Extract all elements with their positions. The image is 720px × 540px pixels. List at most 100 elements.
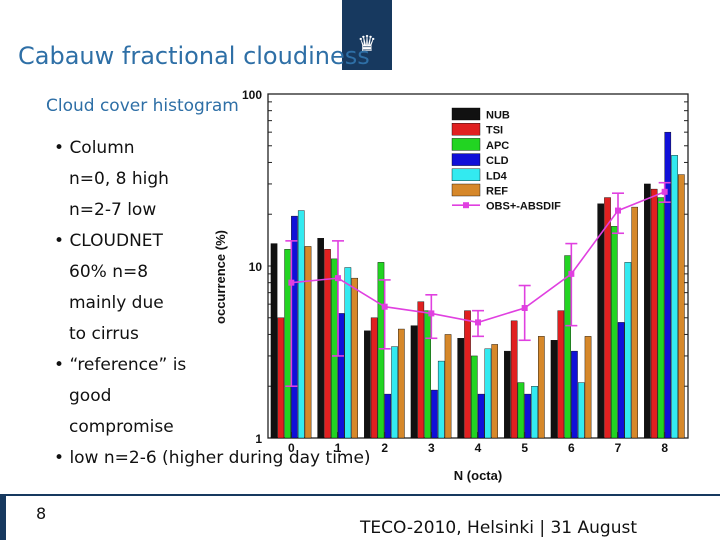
bar — [364, 330, 371, 439]
bullet-text: low n=2-6 (higher during day time) — [69, 448, 371, 468]
bullet-item: • Column — [54, 138, 135, 158]
legend-swatch — [451, 153, 481, 166]
bullet-text: CLOUDNET — [69, 231, 163, 251]
bar — [277, 317, 285, 439]
x-tick-label: 0 — [288, 441, 295, 455]
bar — [664, 131, 672, 439]
bullet-text: “reference” is — [69, 355, 187, 375]
footer-accent — [0, 494, 6, 540]
y-tick-label: 1 — [255, 432, 262, 446]
bar — [644, 183, 651, 439]
bar — [431, 389, 438, 439]
bullet-text: mainly due — [69, 293, 164, 313]
bar — [510, 320, 518, 439]
bar — [531, 386, 538, 439]
bullet-marker: • — [54, 355, 70, 375]
bar — [577, 382, 585, 439]
bullet-item: compromise — [69, 417, 174, 437]
bar — [337, 313, 345, 439]
bullet-item: 60% n=8 — [69, 262, 148, 282]
legend-label: APC — [486, 140, 509, 152]
bar — [270, 243, 278, 439]
legend-label: CLD — [486, 155, 509, 167]
bar — [417, 301, 425, 439]
bullet-item: mainly due — [69, 293, 164, 313]
bar — [617, 322, 625, 439]
bar — [370, 317, 378, 439]
bar — [284, 249, 291, 439]
crest-logo — [342, 0, 392, 70]
bar — [444, 334, 452, 439]
bar — [437, 360, 445, 439]
bullet-text: n=2-7 low — [69, 200, 157, 220]
legend-swatch — [451, 107, 481, 121]
obs-point — [288, 279, 295, 286]
y-tick-label: 10 — [249, 260, 263, 274]
crown-icon: ♛ — [357, 32, 377, 57]
bullet-item: n=0, 8 high — [69, 169, 169, 189]
y-axis-label: occurrence (%) — [213, 230, 228, 324]
bullet-marker: • — [54, 448, 70, 468]
bullet-item: • “reference” is — [54, 355, 186, 375]
bar — [464, 310, 471, 439]
x-tick-label: 3 — [428, 441, 435, 455]
bar — [524, 393, 532, 439]
obs-point — [381, 303, 388, 310]
bar — [624, 262, 632, 439]
bullet-item: n=2-7 low — [69, 200, 156, 220]
bar — [657, 197, 665, 439]
bullet-item: • low n=2-6 (higher during day time) — [54, 448, 371, 468]
bar — [597, 203, 604, 439]
bar — [631, 206, 638, 439]
legend-label: NUB — [486, 110, 510, 122]
bar — [671, 155, 678, 439]
footer-text: TECO-2010, Helsinki | 31 August — [360, 518, 638, 538]
page-number: 8 — [36, 504, 47, 523]
bar — [391, 346, 398, 439]
legend-label: OBS+-ABSDIF — [486, 201, 561, 213]
bar — [678, 174, 685, 439]
x-tick-label: 8 — [661, 441, 668, 455]
bar — [650, 188, 658, 439]
bar — [564, 255, 571, 439]
bullet-text: good — [69, 386, 112, 406]
legend-label: TSI — [486, 125, 503, 137]
x-axis-label: N (octa) — [454, 468, 502, 483]
legend-label: LD4 — [486, 170, 508, 182]
legend-label: REF — [486, 186, 508, 198]
bar — [291, 215, 298, 439]
bar — [410, 325, 418, 439]
bar — [584, 336, 592, 439]
bar — [297, 210, 305, 439]
bar — [517, 382, 525, 439]
bullet-item: to cirrus — [69, 324, 139, 344]
bar — [550, 340, 558, 439]
x-tick-label: 4 — [475, 441, 482, 455]
bar — [471, 355, 478, 439]
obs-point — [521, 304, 528, 311]
obs-point — [661, 188, 668, 195]
bar — [484, 348, 492, 439]
bar — [504, 350, 511, 439]
bar — [557, 310, 565, 439]
bar — [377, 262, 385, 439]
bullet-marker: • — [54, 231, 70, 251]
bar — [324, 249, 331, 439]
bar — [304, 246, 312, 439]
bar — [424, 310, 431, 439]
bar — [344, 267, 352, 439]
bar — [538, 336, 545, 439]
legend-swatch — [451, 138, 481, 151]
bar — [604, 197, 611, 439]
slide-title: Cabauw fractional cloudiness — [18, 42, 370, 70]
y-tick-label: 100 — [242, 88, 262, 102]
bar — [331, 258, 338, 439]
x-tick-label: 5 — [521, 441, 528, 455]
bullet-marker: • — [54, 138, 70, 158]
bullet-text: n=0, 8 high — [69, 169, 169, 189]
obs-point — [475, 319, 481, 326]
bullet-item: good — [69, 386, 111, 406]
bullet-text: 60% n=8 — [69, 262, 149, 282]
bar — [491, 344, 499, 439]
